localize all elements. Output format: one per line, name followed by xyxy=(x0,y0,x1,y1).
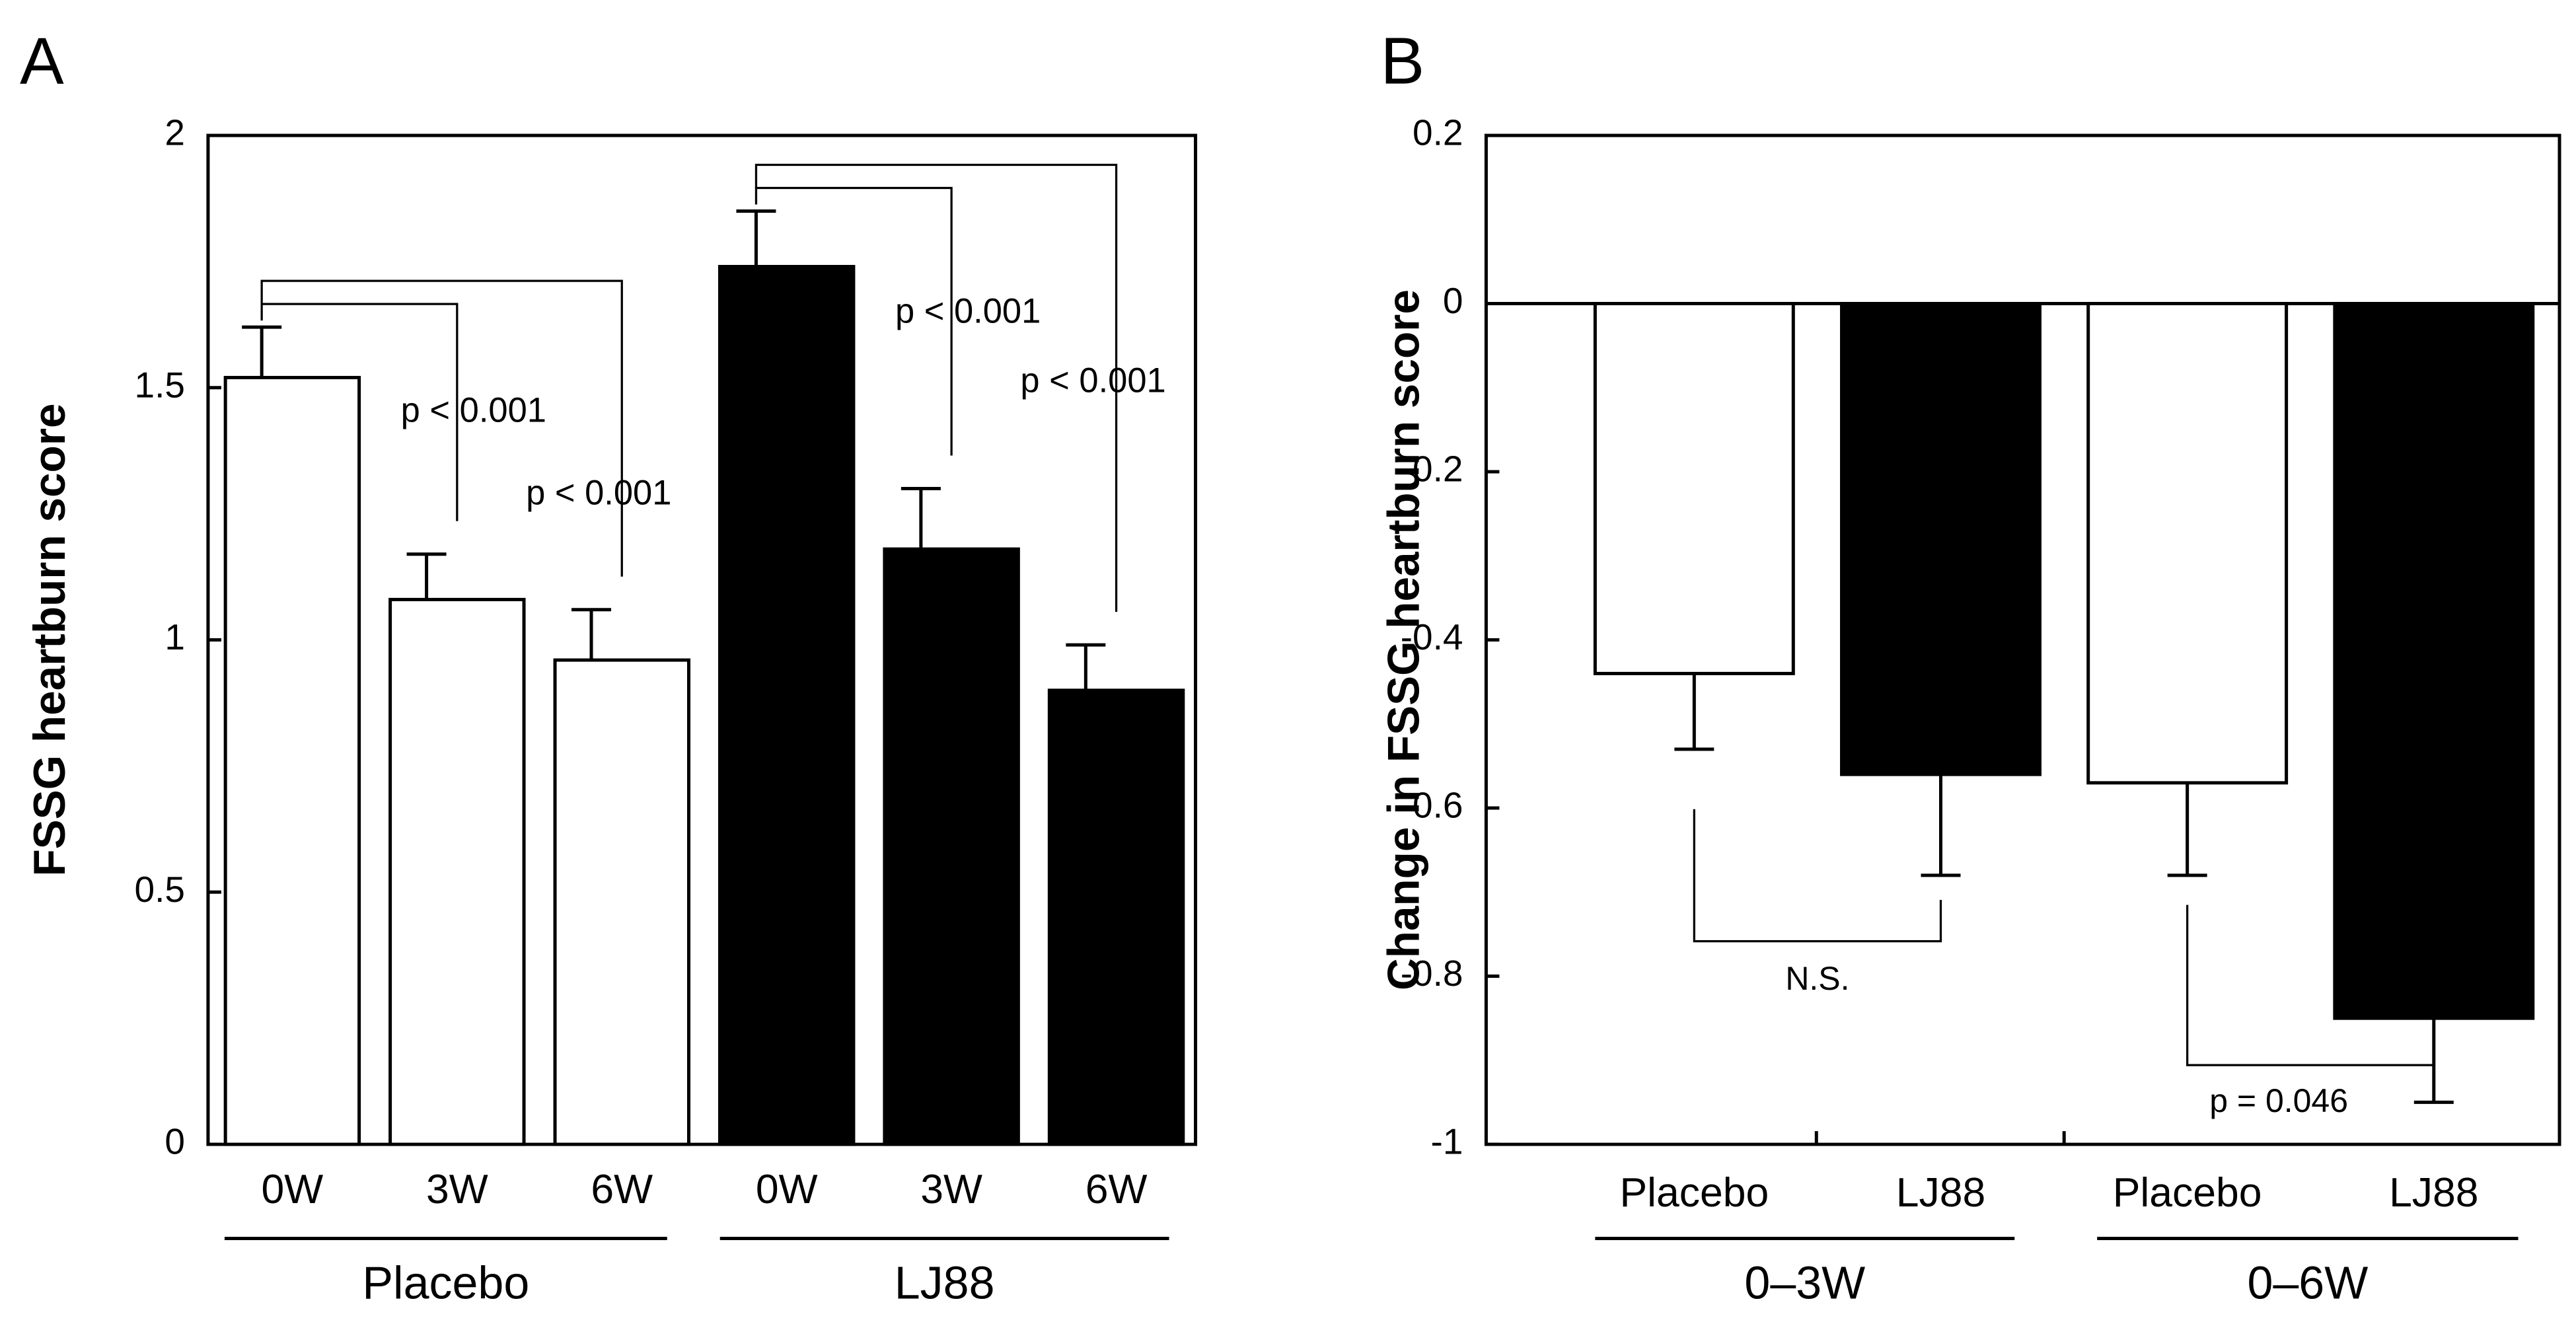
x-tick-label: 6W xyxy=(1086,1166,1148,1212)
bar xyxy=(2086,301,2289,785)
y-tick-label: -1 xyxy=(1431,1121,1463,1162)
y-tick-label: -0.2 xyxy=(1401,449,1463,490)
x-tick-label: 3W xyxy=(920,1166,982,1212)
error-bar xyxy=(901,486,941,550)
y-tick-label: -0.4 xyxy=(1401,616,1463,657)
x-tick-label: 0W xyxy=(756,1166,818,1212)
y-tick-label: 2 xyxy=(165,112,185,153)
y-tick-label: 0 xyxy=(165,1121,185,1162)
error-bar xyxy=(1921,774,1961,877)
bar xyxy=(388,597,526,1146)
bar xyxy=(2333,301,2535,1020)
panel-label: A xyxy=(20,24,64,98)
y-tick-label: -0.6 xyxy=(1401,785,1463,826)
error-bar xyxy=(1674,673,1714,751)
error-bar xyxy=(736,209,776,267)
group-label: LJ88 xyxy=(895,1257,995,1308)
y-tick-label: -0.8 xyxy=(1401,953,1463,994)
group-label: 0–6W xyxy=(2247,1257,2368,1308)
p-value: p < 0.001 xyxy=(401,391,546,430)
group-label: Placebo xyxy=(362,1257,529,1308)
error-bar xyxy=(242,325,282,378)
bar xyxy=(1840,301,2042,776)
y-tick-label: 1 xyxy=(165,616,185,657)
group-label: 0–3W xyxy=(1744,1257,1865,1308)
x-tick-label: LJ88 xyxy=(2389,1169,2478,1216)
significance-label: N.S. xyxy=(1785,960,1849,997)
bar xyxy=(718,264,856,1146)
error-bar xyxy=(2167,782,2207,877)
x-tick-label: 3W xyxy=(426,1166,488,1212)
y-axis-label: FSSG heartburn score xyxy=(25,403,75,876)
bracket xyxy=(2186,904,2435,1066)
bar xyxy=(223,375,361,1146)
p-value: p < 0.001 xyxy=(526,474,671,513)
error-bar xyxy=(571,608,612,661)
error-bar xyxy=(406,552,447,600)
x-tick-label: Placebo xyxy=(2113,1169,2262,1216)
significance-label: p = 0.046 xyxy=(2209,1082,2348,1119)
y-tick-label: 1.5 xyxy=(135,364,185,405)
bar xyxy=(1593,301,1795,675)
bar xyxy=(883,547,1020,1146)
y-tick-label: 0 xyxy=(1443,280,1463,321)
panel-label: B xyxy=(1380,24,1424,98)
x-tick-label: Placebo xyxy=(1619,1169,1769,1216)
y-axis-label: Change in FSSG heartburn score xyxy=(1379,289,1428,990)
plot-frame xyxy=(206,133,1198,1146)
bar xyxy=(553,658,690,1146)
p-value: p < 0.001 xyxy=(895,292,1041,331)
bracket xyxy=(754,163,1118,612)
error-bar xyxy=(1066,643,1106,690)
x-tick-label: 0W xyxy=(262,1166,324,1212)
bracket xyxy=(260,303,459,521)
bar xyxy=(1047,688,1185,1146)
y-tick-label: 0.5 xyxy=(135,869,185,910)
bracket xyxy=(260,279,623,577)
x-tick-label: LJ88 xyxy=(1896,1169,1985,1216)
y-tick-label: 0.2 xyxy=(1413,112,1463,153)
x-tick-label: 6W xyxy=(591,1166,653,1212)
bracket xyxy=(1693,809,1942,943)
p-value: p < 0.001 xyxy=(1020,361,1165,400)
bracket xyxy=(754,186,953,456)
